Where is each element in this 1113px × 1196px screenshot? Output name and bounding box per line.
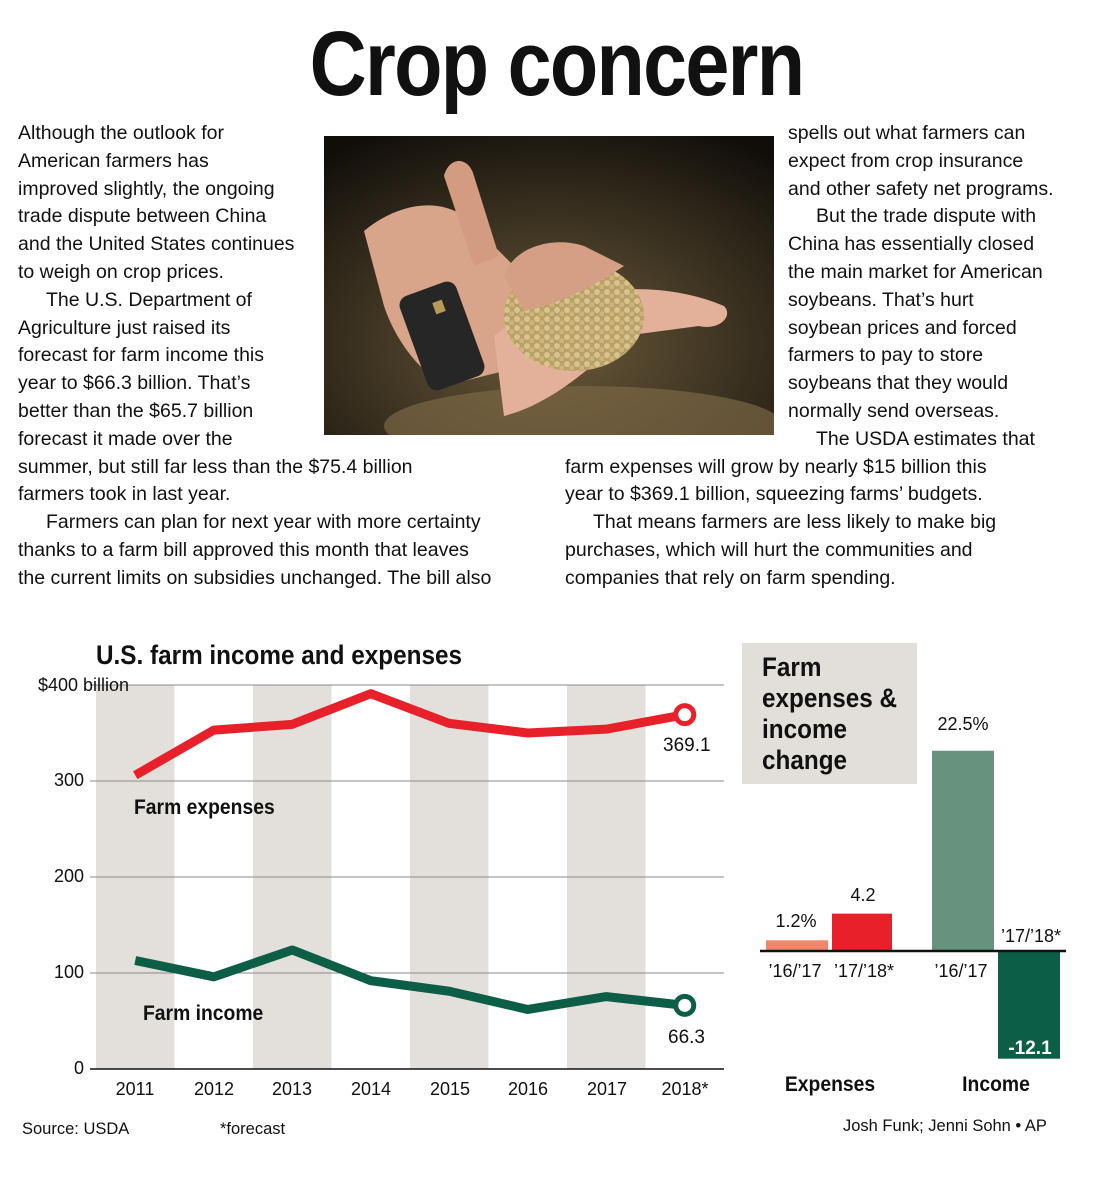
bar-expenses-0: [766, 940, 828, 951]
article-line: forecast it made over the: [18, 427, 233, 450]
series-line-expenses: [133, 689, 686, 780]
article-line: and the United States continues: [18, 233, 295, 256]
bar-category-label: ’17/’18*: [833, 961, 895, 981]
article-line: summer, but still far less than the $75.…: [18, 455, 413, 478]
article-line: soybean prices and forced: [788, 316, 1017, 339]
article-line: Although the outlook for: [18, 122, 224, 144]
y-tick-200: 200: [53, 866, 84, 886]
end-point-marker: [673, 993, 697, 1017]
x-tick: 2014: [350, 1079, 392, 1099]
bar-category-label: ’16/’17: [934, 961, 988, 981]
bar-expenses-1: [832, 913, 892, 951]
x-tick: 2011: [115, 1079, 155, 1099]
end-point-marker: [673, 703, 697, 727]
article-line: thanks to a farm bill approved this mont…: [18, 538, 469, 561]
article-line: and other safety net programs.: [788, 177, 1054, 200]
article-line: the current limits on subsidies unchange…: [18, 566, 492, 589]
bar-income-1: [998, 951, 1060, 1059]
y-unit-label: $400 billion: [38, 675, 130, 695]
article-right-top: spells out what farmers can expect from …: [788, 120, 1108, 454]
article-line: American farmers has: [18, 149, 209, 172]
article-line: normally send overseas.: [788, 399, 1000, 422]
bar-value-label: 4.2: [850, 885, 876, 905]
article-line: farmers took in last year.: [18, 483, 231, 506]
article-line: better than the $65.7 billion: [18, 399, 254, 422]
bar-chart-title: Farm expenses & income change: [762, 652, 898, 775]
article-line: That means farmers are less likely to ma…: [593, 511, 997, 534]
bar-category-label: ’16/’17: [768, 961, 822, 981]
article-line: trade dispute between China: [18, 205, 267, 228]
article-line: year to $369.1 billion, squeezing farms’…: [565, 483, 983, 506]
x-tick: 2016: [507, 1079, 549, 1099]
article-line: The U.S. Department of: [46, 288, 252, 311]
headline: Crop concern: [309, 13, 805, 115]
hands-holding-soybeans-image: [324, 136, 774, 435]
bar-chart: [760, 750, 1066, 1059]
article-line: The USDA estimates that: [816, 427, 1035, 450]
bar-value-label: 22.5%: [937, 714, 989, 734]
bar-category-label: ’17/’18*: [1000, 926, 1062, 946]
series-label-income: Farm income: [143, 1002, 264, 1025]
article-line: forecast for farm income this: [18, 344, 264, 367]
bar-value-label: 1.2%: [775, 911, 817, 931]
x-tick: 2012: [193, 1079, 235, 1099]
y-tick-0: 0: [73, 1058, 84, 1078]
article-line: soybeans. That’s hurt: [788, 288, 974, 311]
article-line: soybeans that they would: [788, 372, 1009, 395]
end-value-income: 66.3: [668, 1027, 705, 1048]
forecast-note: *forecast: [220, 1120, 286, 1138]
article-line: spells out what farmers can: [788, 122, 1026, 144]
bar-value-label: -12.1: [1008, 1038, 1052, 1059]
article-right-bottom: farm expenses will grow by nearly $15 bi…: [565, 454, 1110, 593]
line-chart: [90, 684, 724, 1070]
article-line: purchases, which will hurt the communiti…: [565, 538, 973, 561]
group-label-income: Income: [962, 1073, 1030, 1096]
article-line: But the trade dispute with: [816, 205, 1037, 228]
article-line: companies that rely on farm spending.: [565, 566, 896, 589]
article-line: Farmers can plan for next year with more…: [46, 511, 481, 534]
article-line: year to $66.3 billion. That’s: [18, 372, 251, 395]
bar-chart-title-box: [742, 643, 917, 784]
credit-line: Josh Funk; Jenni Sohn • AP: [843, 1117, 1047, 1135]
series-line-income: [134, 945, 686, 1014]
y-tick-300: 300: [53, 770, 84, 790]
article-line: Agriculture just raised its: [18, 316, 231, 339]
article-line: farm expenses will grow by nearly $15 bi…: [565, 455, 987, 478]
line-chart-title: U.S. farm income and expenses: [96, 640, 462, 670]
group-label-expenses: Expenses: [784, 1073, 876, 1096]
y-tick-100: 100: [53, 962, 84, 982]
bar-income-0: [932, 750, 994, 951]
source-note: Source: USDA: [22, 1120, 130, 1138]
article-line: the main market for American: [788, 260, 1043, 283]
x-tick: 2013: [271, 1079, 313, 1099]
end-value-expenses: 369.1: [663, 735, 711, 756]
article-line: to weigh on crop prices.: [18, 260, 224, 283]
article-line: farmers to pay to store: [788, 344, 984, 367]
soybean-photo: [324, 136, 774, 435]
x-tick: 2018*: [661, 1079, 709, 1099]
article-line: improved slightly, the ongoing: [18, 177, 275, 200]
article-left-top: Although the outlook for American farmer…: [18, 120, 492, 593]
article-line: expect from crop insurance: [788, 149, 1024, 172]
x-tick: 2017: [586, 1079, 628, 1099]
series-label-expenses: Farm expenses: [134, 796, 275, 819]
article-line: China has essentially closed: [788, 233, 1035, 256]
x-tick: 2015: [429, 1079, 471, 1099]
